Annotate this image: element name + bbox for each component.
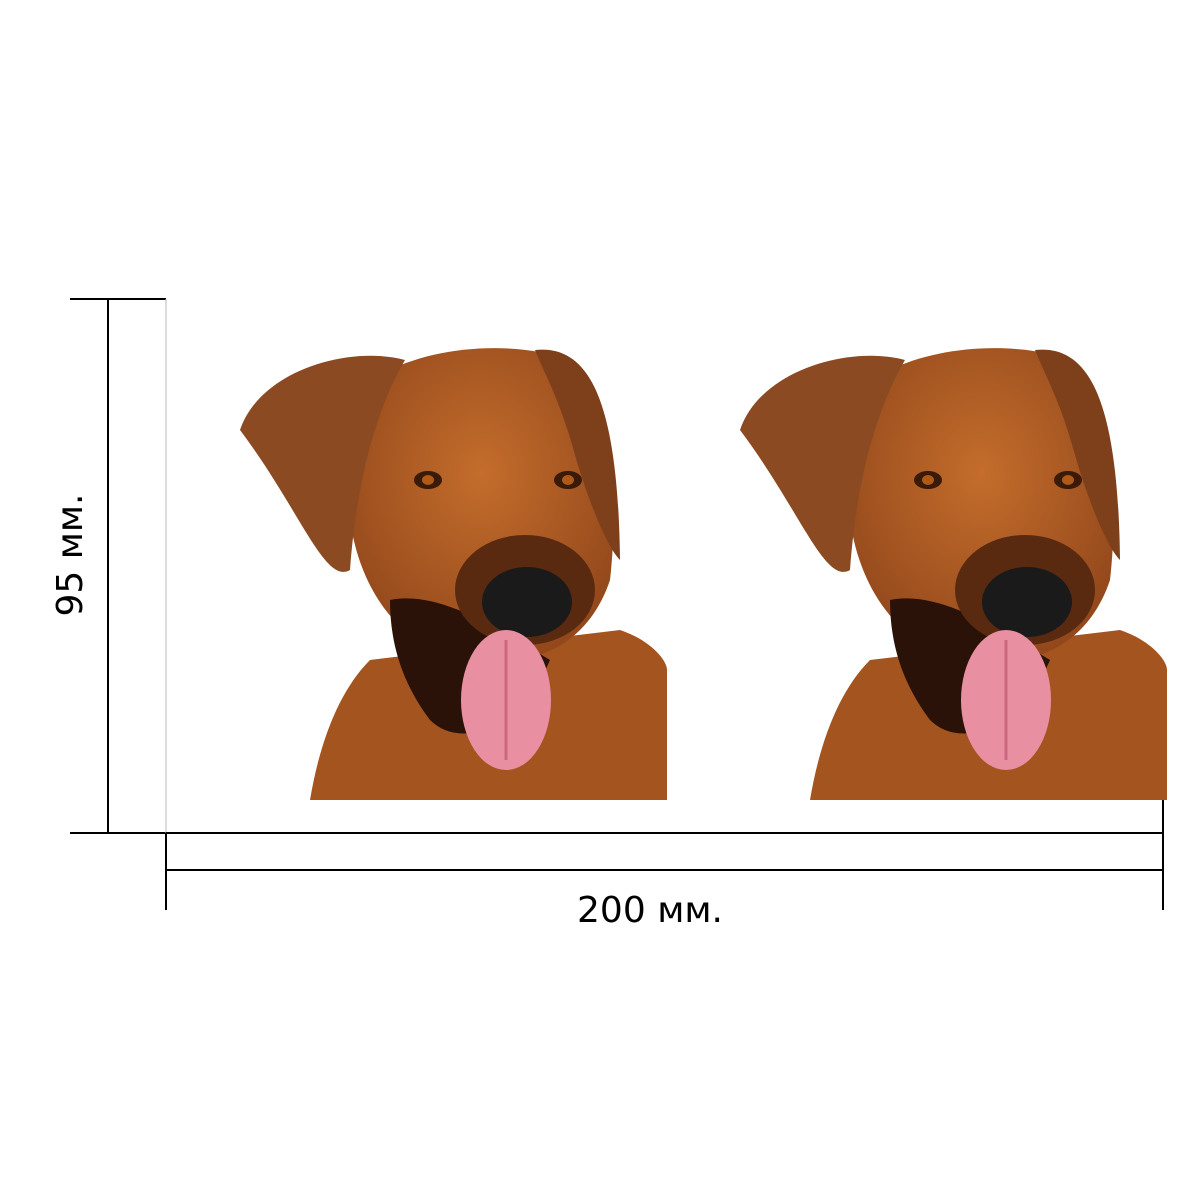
width-label: 200 мм.: [577, 890, 723, 931]
height-label: 95 мм.: [50, 493, 91, 616]
dog-image: [238, 346, 669, 802]
dog-image: [738, 346, 1169, 802]
